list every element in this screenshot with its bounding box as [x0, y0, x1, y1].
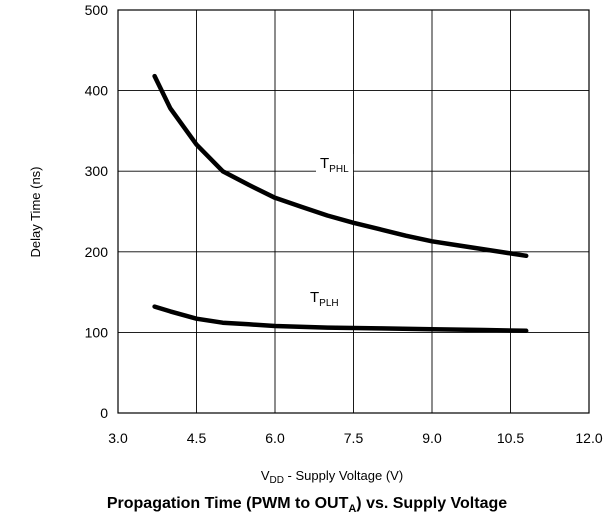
series-line-plh	[152, 304, 529, 334]
series-label-tphl-sub: PHL	[329, 164, 349, 175]
x-tick-label: 3.0	[108, 430, 128, 446]
plot-area-frame	[117, 9, 590, 414]
x-tick-label: 6.0	[265, 430, 285, 446]
y-axis-ticks: 0 100 200 300 400 500	[85, 2, 109, 421]
figure-title: Propagation Time (PWM to OUTA) vs. Suppl…	[107, 495, 507, 515]
series-label-tplh-sub: PLH	[319, 298, 338, 309]
series-label-background	[306, 288, 343, 310]
x-axis-label: VDD - Supply Voltage (V)	[261, 468, 403, 486]
x-axis-label-sub: DD	[269, 475, 283, 486]
figure-title-rest: ) vs. Supply Voltage	[356, 495, 507, 512]
x-tick-label: 9.0	[422, 430, 442, 446]
y-tick-label: 500	[85, 2, 109, 18]
x-axis-ticks: 3.0 4.5 6.0 7.5 9.0 10.5 12.0	[108, 430, 603, 446]
series-label-tphl-main: T	[320, 155, 329, 172]
y-tick-label: 200	[85, 244, 109, 260]
figure-title-main: Propagation Time (PWM to OUT	[107, 495, 349, 512]
grid-lines	[118, 10, 589, 413]
y-axis-label: Delay Time (ns)	[28, 166, 43, 257]
series-line-phl	[152, 73, 529, 259]
series-lines	[152, 73, 529, 334]
x-axis-label-rest: - Supply Voltage (V)	[284, 468, 403, 483]
x-tick-label: 10.5	[497, 430, 524, 446]
series-label-background	[316, 154, 354, 176]
series-label-tplh: TPLH	[310, 289, 339, 309]
x-axis-label-main: V	[261, 468, 270, 483]
y-tick-label: 300	[85, 163, 109, 179]
x-tick-label: 7.5	[344, 430, 364, 446]
figure-title-sub: A	[348, 503, 356, 515]
series-label-tplh-main: T	[310, 289, 319, 306]
y-tick-label: 400	[85, 83, 109, 99]
x-tick-label: 4.5	[187, 430, 207, 446]
y-tick-label: 100	[85, 324, 109, 340]
series-label-tphl: TPHL	[320, 155, 349, 175]
x-tick-label: 12.0	[575, 430, 602, 446]
y-tick-label: 0	[100, 405, 108, 421]
